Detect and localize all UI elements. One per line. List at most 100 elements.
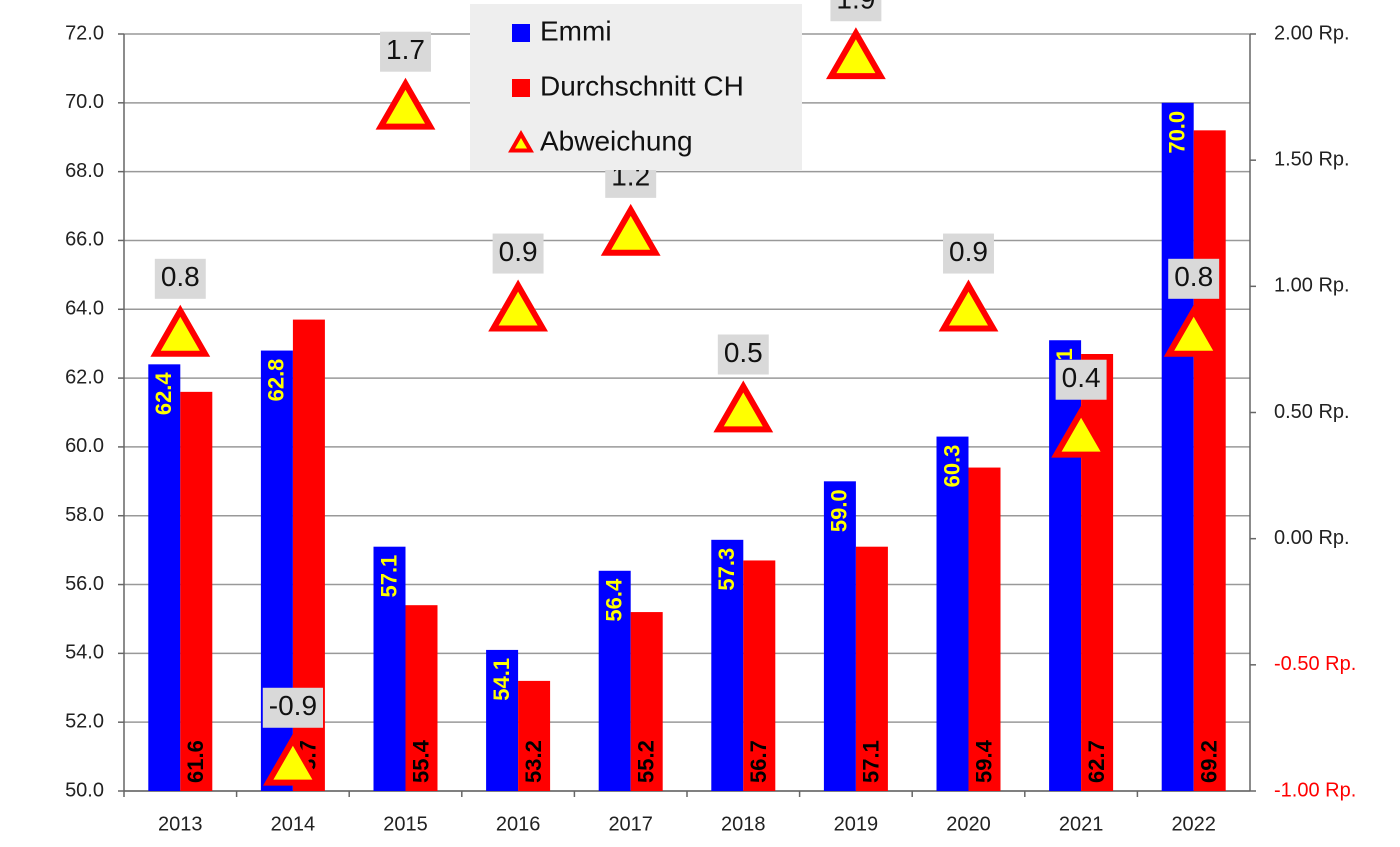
y-tick-label: 64.0: [65, 298, 104, 320]
marker: [488, 279, 548, 332]
data-label-box: [154, 258, 206, 299]
data-label-text: 0.8: [161, 261, 200, 292]
bar: [1193, 130, 1226, 791]
legend-swatch: [508, 129, 534, 153]
value-label: 56.4: [602, 578, 627, 622]
data-label-text: 1.9: [836, 0, 875, 15]
y2-tick-label: -1.00 Rp.: [1274, 779, 1356, 801]
value-label: 62.7: [1084, 740, 1109, 783]
y-tick-label: 62.0: [65, 366, 104, 388]
value-label: 57.3: [714, 548, 739, 591]
x-tick-label: 2020: [946, 813, 991, 835]
x-tick-label: 2018: [721, 813, 766, 835]
data-label: 0.4: [1055, 359, 1107, 400]
data-label-text: 0.9: [499, 236, 538, 267]
y2-tick-label: -0.50 Rp.: [1274, 653, 1356, 675]
value-label: 53.2: [521, 740, 546, 783]
data-label: 0.5: [717, 334, 769, 375]
data-label: 0.8: [154, 258, 206, 299]
data-label: 0.9: [492, 233, 544, 274]
y-tick-label: 58.0: [65, 504, 104, 526]
bar: [518, 680, 551, 791]
marker: [263, 733, 323, 786]
value-label: 57.1: [376, 555, 401, 598]
data-label-box: [1168, 258, 1220, 299]
x-tick-label: 2013: [158, 813, 203, 835]
data-label-text: -0.9: [269, 690, 317, 721]
marker: [1051, 405, 1111, 458]
y-tick-label: 72.0: [65, 22, 104, 44]
data-label-text: 0.5: [724, 337, 763, 368]
value-label: 59.4: [971, 739, 996, 783]
marker: [713, 380, 774, 433]
legend-label: Abweichung: [540, 125, 693, 156]
bar: [148, 364, 181, 791]
y-tick-label: 68.0: [65, 160, 104, 182]
value-label: 55.2: [634, 740, 659, 783]
value-label: 70.0: [1165, 111, 1190, 154]
bar: [405, 605, 438, 791]
value-label: 56.7: [746, 740, 771, 783]
x-tick-label: 2022: [1171, 813, 1216, 835]
bar: [968, 467, 1001, 791]
y-tick-label: 66.0: [65, 229, 104, 251]
value-label: 60.3: [939, 445, 964, 488]
data-label-box: [717, 334, 769, 375]
bar: [486, 649, 519, 791]
marker: [600, 203, 661, 256]
y2-tick-label: 1.50 Rp.: [1274, 148, 1350, 170]
data-label-box: [1055, 359, 1107, 400]
y2-tick-label: 0.00 Rp.: [1274, 527, 1350, 549]
data-label-box: [492, 233, 544, 274]
data-label-text: 0.9: [949, 236, 988, 267]
y-tick-label: 60.0: [65, 435, 104, 457]
y-tick-label: 70.0: [65, 91, 104, 113]
data-label-text: 0.4: [1062, 362, 1101, 393]
marker: [938, 279, 999, 332]
y-tick-label: 56.0: [65, 573, 104, 595]
data-label: 1.7: [380, 31, 431, 72]
value-label: 57.1: [859, 740, 884, 783]
bar: [855, 546, 888, 791]
data-label-box: [830, 0, 882, 22]
y-tick-label: 54.0: [65, 642, 104, 664]
y2-tick-label: 0.50 Rp.: [1274, 401, 1350, 423]
legend-swatch: [512, 79, 530, 97]
data-label-text: 1.7: [386, 34, 425, 65]
y-tick-label: 52.0: [65, 710, 104, 732]
legend-swatch: [512, 24, 530, 42]
bar: [373, 546, 406, 791]
data-label-box: [943, 233, 994, 274]
legend-label: Emmi: [540, 15, 612, 46]
marker: [375, 77, 436, 130]
x-tick-label: 2015: [383, 813, 428, 835]
value-label: 61.6: [183, 740, 208, 783]
bar: [936, 436, 969, 791]
value-label: 69.2: [1197, 740, 1222, 783]
bar: [180, 391, 213, 791]
data-label: 1.9: [830, 0, 882, 22]
value-label: 62.8: [264, 359, 289, 402]
data-label: 0.8: [1168, 258, 1220, 299]
data-label-box: [262, 687, 324, 728]
x-tick-label: 2021: [1059, 813, 1104, 835]
bar: [630, 612, 663, 791]
data-label: 0.9: [943, 233, 994, 274]
marker: [826, 27, 886, 80]
x-tick-label: 2016: [496, 813, 541, 835]
data-label: -0.9: [262, 687, 324, 728]
bar: [711, 539, 744, 791]
marker: [150, 304, 211, 357]
value-label: 62.4: [151, 372, 176, 416]
data-label-box: [380, 31, 431, 72]
y2-tick-label: 1.00 Rp.: [1274, 275, 1350, 297]
value-label: 59.0: [827, 489, 852, 532]
value-label: 54.1: [489, 658, 514, 701]
x-tick-label: 2019: [834, 813, 879, 835]
legend-label: Durchschnitt CH: [540, 70, 744, 101]
legend: Emmi Durchschnitt CH Abweichung: [470, 4, 802, 170]
bar: [1049, 340, 1082, 791]
bar: [1161, 102, 1194, 792]
